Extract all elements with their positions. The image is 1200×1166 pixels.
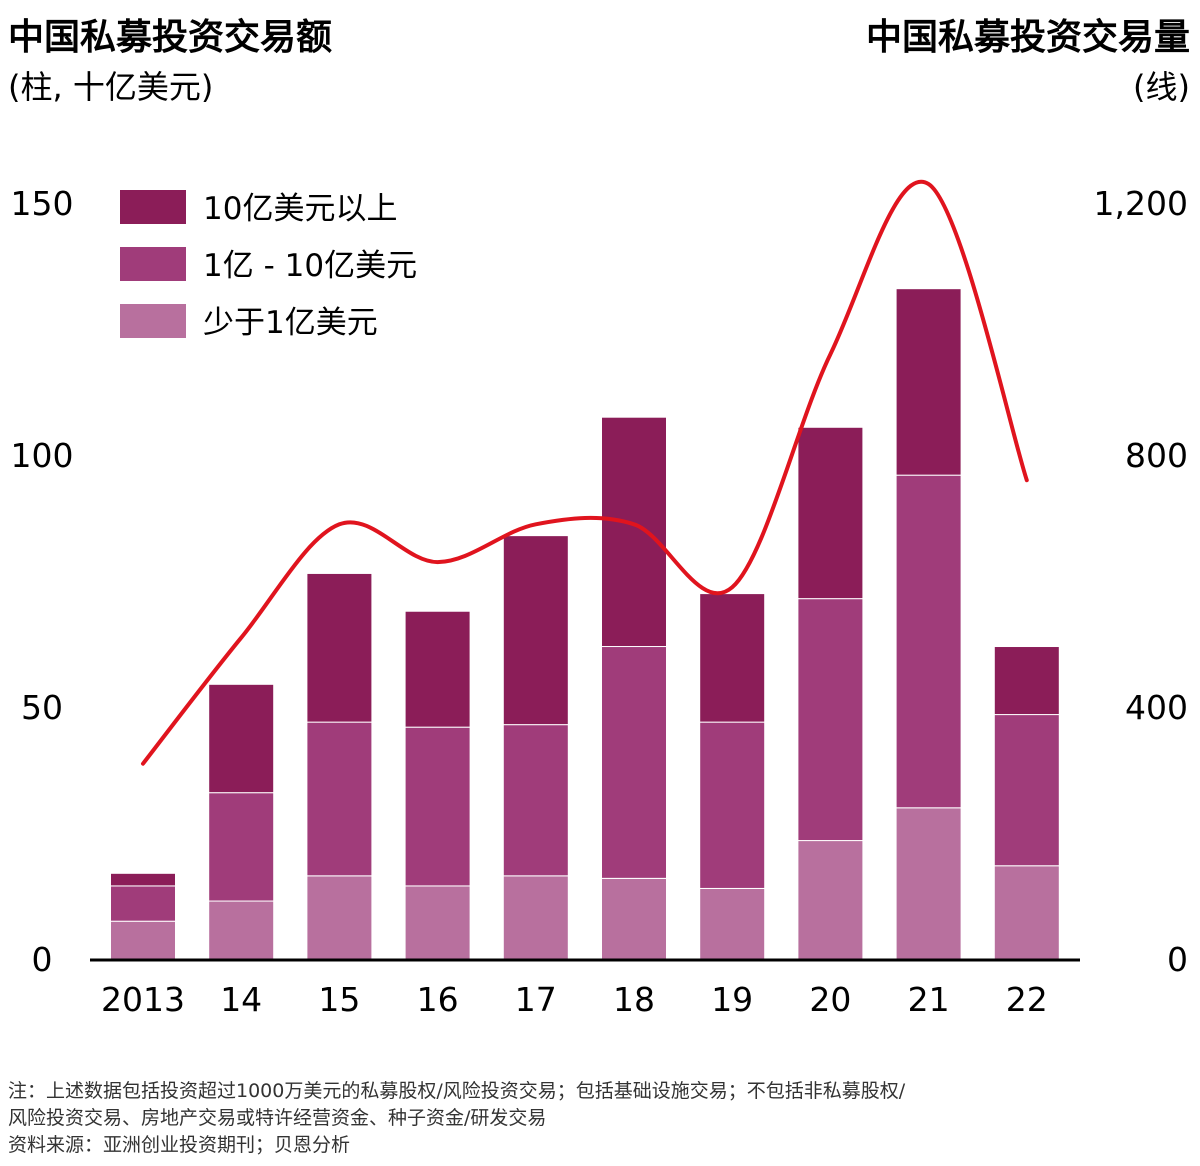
bar-16-series-1 bbox=[404, 726, 471, 887]
bar-21-series-1 bbox=[895, 474, 962, 809]
right-axis-ticks: 0 400 800 1,200 bbox=[1094, 184, 1188, 979]
legend-label-0: 10亿美元以上 bbox=[203, 191, 397, 227]
bar-19-series-1 bbox=[699, 721, 766, 889]
bar-20-series-2 bbox=[797, 426, 864, 600]
right-tick-label-400: 400 bbox=[1125, 688, 1188, 727]
x-tick-label-22: 22 bbox=[1006, 980, 1048, 1019]
bar-18-series-1 bbox=[601, 646, 667, 879]
left-axis-unit: (柱, 十亿美元) bbox=[8, 68, 214, 106]
x-tick-label-18: 18 bbox=[613, 980, 655, 1019]
legend-swatch-1 bbox=[120, 247, 186, 281]
bar-15-series-2 bbox=[306, 572, 373, 723]
right-chart-title: 中国私募投资交易量 bbox=[865, 17, 1190, 58]
bar-15-series-0 bbox=[306, 875, 373, 960]
x-tick-label-20: 20 bbox=[809, 980, 851, 1019]
bar-20-series-0 bbox=[797, 840, 864, 960]
x-tick-label-17: 17 bbox=[515, 980, 557, 1019]
bar-21-series-2 bbox=[895, 288, 962, 476]
x-tick-label-16: 16 bbox=[417, 980, 459, 1019]
bar-19-series-0 bbox=[699, 887, 766, 960]
right-tick-label-0: 0 bbox=[1167, 940, 1188, 979]
bar-17-series-0 bbox=[502, 875, 569, 960]
left-axis-ticks: 0 50 100 150 bbox=[11, 184, 74, 979]
footnote-line-1: 注：上述数据包括投资超过1000万美元的私募股权/风险投资交易；包括基础设施交易… bbox=[8, 1080, 906, 1102]
bar-22-series-1 bbox=[993, 714, 1060, 867]
left-tick-label-100: 100 bbox=[11, 436, 74, 475]
bar-17-series-2 bbox=[502, 535, 569, 726]
legend-label-1: 1亿 - 10亿美元 bbox=[203, 248, 417, 284]
bar-18-series-0 bbox=[601, 877, 667, 960]
bar-16-series-2 bbox=[404, 610, 471, 728]
legend-label-2: 少于1亿美元 bbox=[203, 305, 378, 341]
bar-22-series-0 bbox=[993, 865, 1060, 960]
bar-17-series-1 bbox=[502, 724, 569, 877]
bar-14-series-0 bbox=[208, 900, 275, 960]
bar-layer bbox=[110, 288, 1060, 960]
left-tick-label-0: 0 bbox=[32, 940, 53, 979]
deal-volume-line bbox=[141, 179, 1029, 766]
left-tick-label-50: 50 bbox=[21, 688, 63, 727]
x-tick-label-19: 19 bbox=[711, 980, 753, 1019]
x-axis-ticks: 2013 14 15 16 17 18 19 20 21 22 bbox=[101, 980, 1048, 1019]
footnote: 注：上述数据包括投资超过1000万美元的私募股权/风险投资交易；包括基础设施交易… bbox=[8, 1078, 1193, 1159]
footnote-line-2: 风险投资交易、房地产交易或特许经营资金、种子资金/研发交易 bbox=[8, 1107, 547, 1129]
bar-2013-series-1 bbox=[110, 885, 176, 922]
bar-2013-series-2 bbox=[110, 872, 176, 887]
footnote-line-3: 资料来源：亚洲创业投资期刊；贝恩分析 bbox=[8, 1134, 351, 1156]
x-tick-label-15: 15 bbox=[318, 980, 360, 1019]
line-layer bbox=[141, 179, 1029, 766]
bar-14-series-1 bbox=[208, 792, 275, 902]
x-tick-label-14: 14 bbox=[220, 980, 262, 1019]
left-chart-title: 中国私募投资交易额 bbox=[8, 17, 333, 58]
bar-20-series-1 bbox=[797, 598, 864, 842]
left-tick-label-150: 150 bbox=[11, 184, 74, 223]
bar-22-series-2 bbox=[993, 646, 1060, 716]
legend-swatch-0 bbox=[120, 190, 186, 224]
bar-16-series-0 bbox=[404, 885, 471, 960]
legend-swatch-2 bbox=[120, 304, 186, 338]
x-tick-label-21: 21 bbox=[908, 980, 950, 1019]
x-tick-label-2013: 2013 bbox=[101, 980, 185, 1019]
right-tick-label-1,200: 1,200 bbox=[1094, 184, 1188, 223]
bar-2013-series-0 bbox=[110, 920, 176, 960]
bar-15-series-1 bbox=[306, 721, 373, 877]
right-tick-label-800: 800 bbox=[1125, 436, 1188, 475]
bar-18-series-2 bbox=[601, 416, 667, 648]
bar-14-series-2 bbox=[208, 683, 275, 794]
bar-21-series-0 bbox=[895, 807, 962, 960]
bar-19-series-2 bbox=[699, 593, 766, 723]
right-axis-unit: (线) bbox=[1133, 68, 1190, 106]
